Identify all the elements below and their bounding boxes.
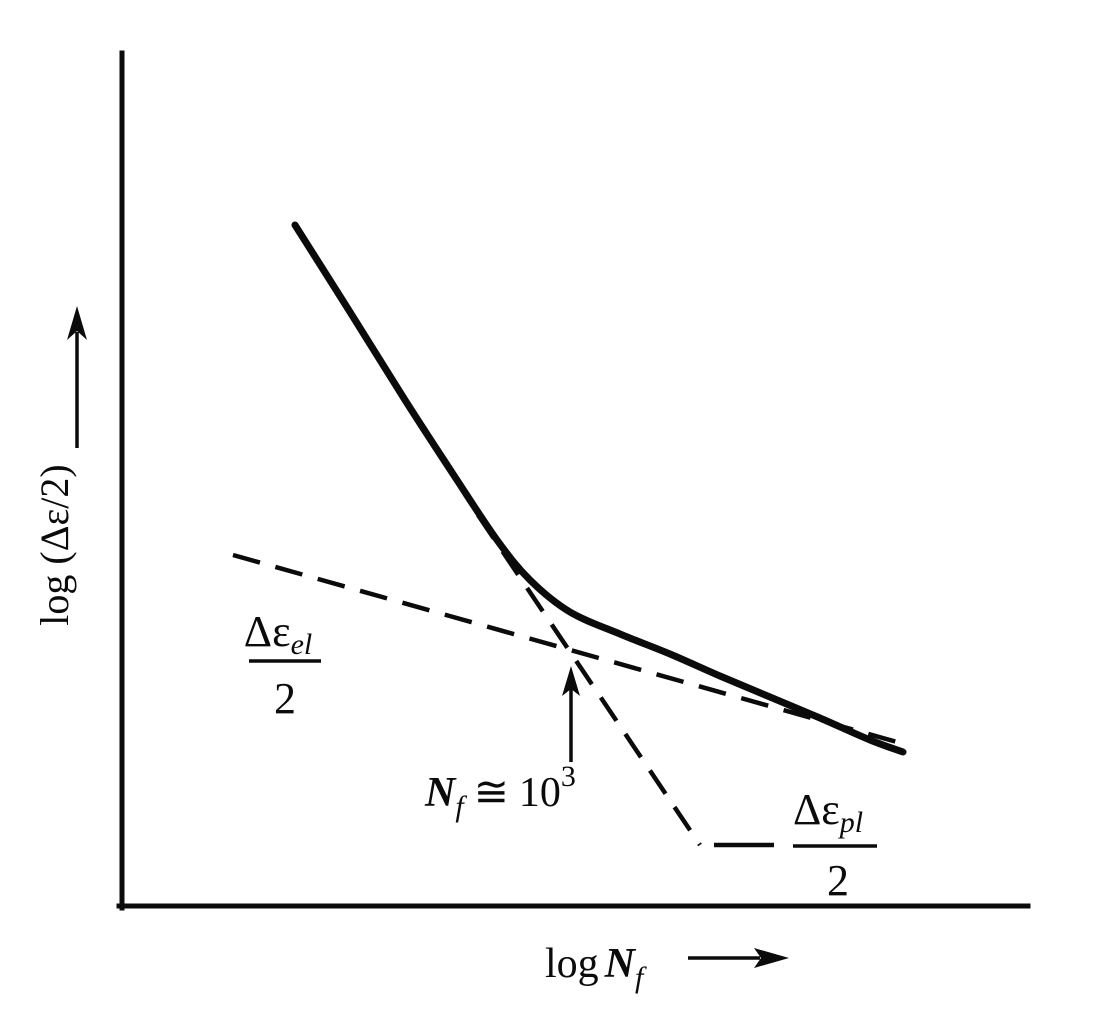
y-axis-arrow-icon: [67, 306, 87, 448]
plastic-numerator-main: Δε: [793, 785, 840, 834]
total-strain-curve: [291, 221, 907, 756]
elastic-fraction-numerator: Δεel: [244, 607, 312, 661]
elastic-fraction-label: Δεel 2: [244, 607, 321, 723]
axes: [116, 50, 1031, 911]
plastic-numerator-subscript: pl: [838, 806, 863, 839]
x-axis-label-prefix: log: [545, 941, 599, 987]
plastic-fraction-numerator: Δεpl: [793, 785, 863, 839]
transition-exponent: 3: [561, 760, 576, 793]
x-axis-label-symbol: N: [604, 941, 637, 987]
transition-life-label: Nf ≅ 103: [424, 760, 576, 823]
transition-relation: ≅: [474, 770, 509, 816]
x-axis-label: log Nf: [545, 941, 647, 994]
transition-base: 10: [519, 770, 561, 816]
transition-arrow-icon: [562, 666, 580, 762]
y-axis-label: log (Δε/2): [32, 464, 77, 625]
elastic-numerator-subscript: el: [291, 628, 313, 661]
transition-subscript: f: [455, 790, 467, 823]
x-axis-label-subscript: f: [635, 961, 647, 994]
plastic-fraction-label: Δεpl 2: [793, 785, 877, 905]
transition-arrow-head: [562, 666, 580, 696]
x-axis-arrow-icon: [688, 948, 789, 968]
plastic-strain-dashed-line: [476, 513, 702, 847]
y-axis-arrow-head: [67, 306, 87, 340]
elastic-strain-dashed-line: [232, 552, 898, 745]
x-axis-arrow-head: [754, 948, 789, 968]
plastic-fraction-denominator: 2: [827, 856, 849, 905]
elastic-numerator-main: Δε: [244, 607, 291, 656]
transition-symbol: N: [424, 770, 457, 816]
elastic-fraction-denominator: 2: [274, 674, 296, 723]
